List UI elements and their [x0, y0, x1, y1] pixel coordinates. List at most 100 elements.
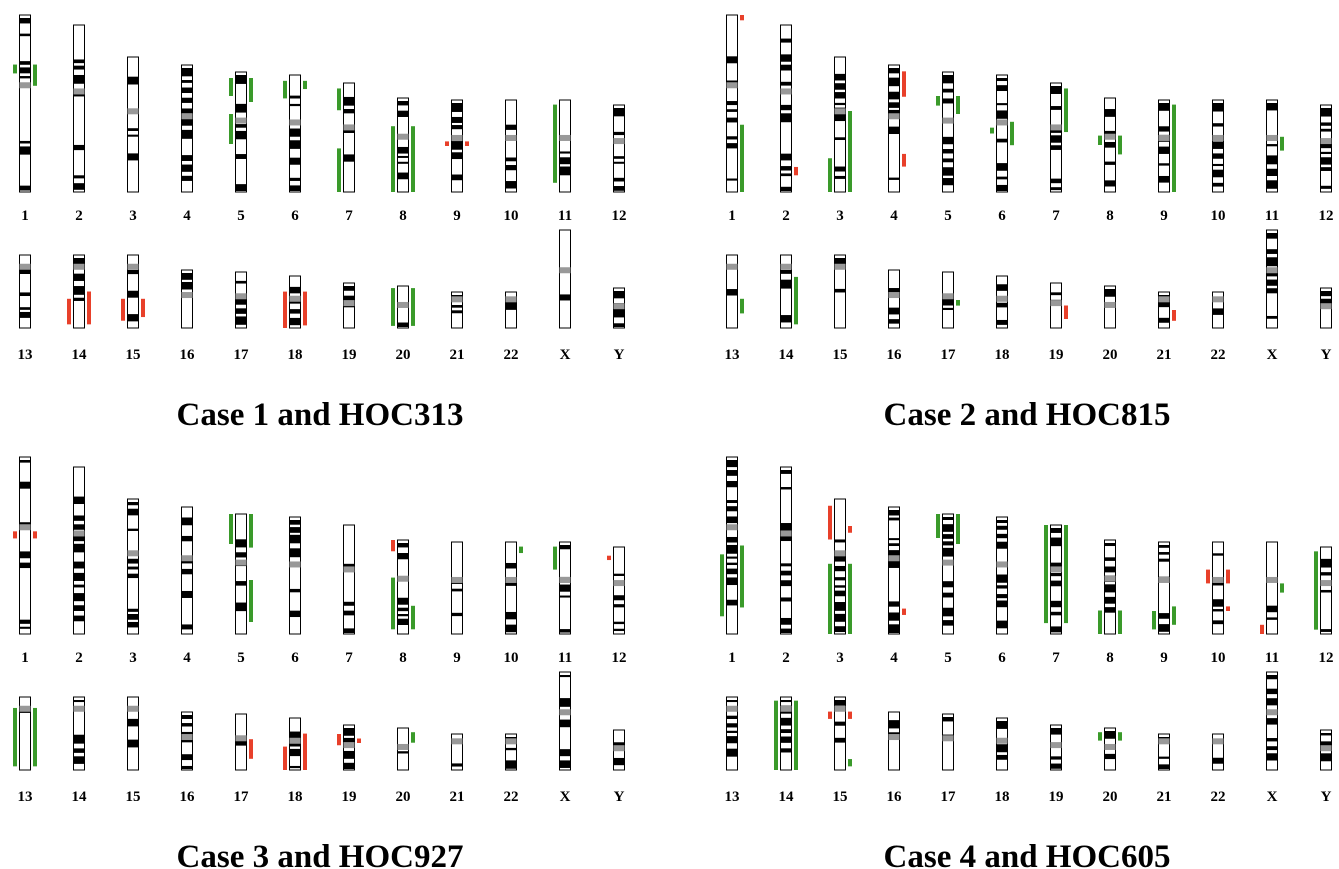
- band: [943, 178, 954, 185]
- band: [1267, 718, 1278, 724]
- chromosome-label: 12: [1319, 650, 1334, 666]
- band: [560, 749, 571, 756]
- aberration-bar: [391, 126, 395, 192]
- band: [398, 111, 409, 117]
- chromosome-label: 21: [1157, 789, 1172, 805]
- band: [344, 728, 355, 736]
- chromosome: 10: [1211, 542, 1226, 666]
- centromere: [781, 88, 792, 94]
- band: [1051, 601, 1062, 607]
- band: [20, 563, 31, 568]
- aberration-bar: [553, 547, 557, 570]
- band: [614, 156, 625, 159]
- centromere: [943, 118, 954, 124]
- band: [727, 577, 738, 585]
- chromosome: 1: [727, 457, 738, 666]
- band: [74, 616, 85, 622]
- band: [1051, 728, 1062, 735]
- band: [398, 156, 409, 158]
- band: [560, 585, 571, 592]
- chromosome-label: 17: [941, 789, 957, 805]
- band: [1105, 567, 1116, 573]
- band: [74, 66, 85, 70]
- band: [1105, 731, 1116, 739]
- band: [943, 167, 954, 175]
- band: [1105, 557, 1116, 561]
- chromosome-label: 6: [291, 650, 299, 666]
- chromosome-label: 19: [342, 789, 357, 805]
- panel: 12345678910111213141516171819202122XYCas…: [13, 457, 627, 869]
- band: [560, 157, 571, 164]
- chromosome: 19: [342, 725, 357, 805]
- band: [727, 545, 738, 554]
- centromere: [781, 264, 792, 270]
- band: [1051, 179, 1062, 184]
- band: [506, 748, 517, 750]
- band: [781, 618, 792, 625]
- centromere: [997, 738, 1008, 744]
- chromosome-label: 14: [72, 789, 88, 805]
- band: [74, 605, 85, 611]
- band: [614, 323, 625, 327]
- band: [835, 74, 846, 81]
- band: [236, 316, 247, 324]
- band: [997, 303, 1008, 308]
- band: [1321, 129, 1332, 132]
- aberration-bar: [13, 65, 17, 74]
- centromere: [889, 555, 900, 561]
- band: [943, 541, 954, 545]
- band: [1105, 607, 1116, 613]
- chromosome-label: 17: [234, 789, 250, 805]
- band: [1267, 144, 1278, 146]
- centromere: [1105, 744, 1116, 750]
- aberration-bar: [990, 128, 994, 134]
- chromosome: 8: [1105, 98, 1116, 224]
- chromosome: 13: [725, 697, 740, 805]
- band: [128, 614, 139, 620]
- band: [1267, 753, 1278, 760]
- chromosome: 17: [234, 272, 250, 363]
- band: [182, 723, 193, 726]
- aberration-bar: [828, 158, 832, 192]
- chromosome: 20: [1103, 728, 1118, 805]
- chromosome-body: [560, 230, 571, 328]
- band: [182, 624, 193, 629]
- band: [1105, 109, 1116, 117]
- band: [74, 593, 85, 601]
- band: [128, 153, 139, 160]
- aberration-bar: [1206, 570, 1210, 584]
- band: [128, 128, 139, 131]
- chromosome: 3: [128, 57, 139, 224]
- band: [997, 139, 1008, 143]
- centromere: [452, 738, 463, 744]
- band: [835, 700, 846, 706]
- band: [20, 61, 31, 65]
- band: [614, 291, 625, 298]
- aberration-bar: [249, 580, 253, 622]
- band: [290, 535, 301, 543]
- band: [835, 92, 846, 98]
- chromosome: 2: [781, 467, 792, 666]
- band: [781, 39, 792, 43]
- aberration-bar: [902, 609, 906, 615]
- centromere: [943, 735, 954, 741]
- band: [1159, 552, 1170, 555]
- band: [236, 75, 247, 84]
- aberration-bar: [1172, 105, 1176, 192]
- chromosome: 17: [941, 714, 957, 805]
- chromosome-label: 19: [1049, 789, 1064, 805]
- band: [727, 557, 738, 559]
- band: [74, 175, 85, 178]
- aberration-bar: [902, 154, 906, 167]
- aberration-bar: [1064, 525, 1068, 623]
- band: [1213, 609, 1224, 611]
- band: [943, 75, 954, 83]
- chromosome: 2: [74, 467, 85, 666]
- aberration-bar: [229, 114, 233, 144]
- band: [20, 18, 31, 23]
- band: [128, 529, 139, 531]
- centromere: [290, 738, 301, 744]
- band: [290, 520, 301, 525]
- band: [290, 589, 301, 592]
- centromere: [1321, 580, 1332, 586]
